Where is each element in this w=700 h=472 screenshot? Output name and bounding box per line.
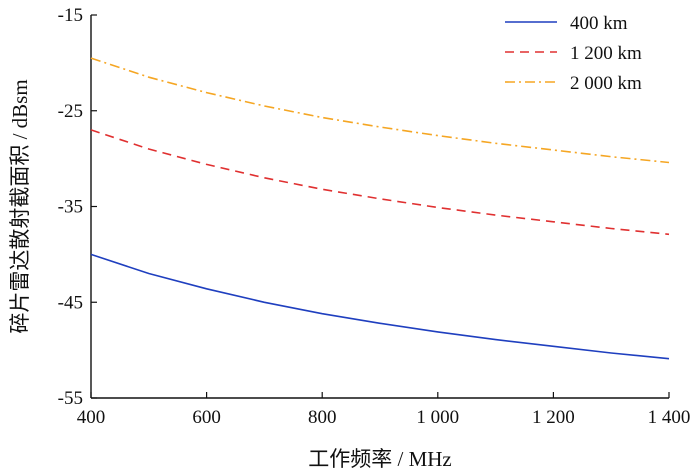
- y-ticks: -15 -25 -35 -45 -55: [58, 5, 97, 409]
- y-tick-label: -25: [58, 101, 83, 122]
- y-tick-label: -55: [58, 388, 83, 409]
- series-line-3: [90, 57, 670, 164]
- legend-label-2: 1 200 km: [570, 43, 642, 64]
- x-tick-label: 600: [192, 407, 221, 428]
- y-tick-label: -45: [58, 292, 83, 313]
- y-tick-label: -35: [58, 197, 83, 218]
- legend: 400 km 1 200 km 2 000 km: [505, 13, 642, 94]
- x-tick-label: 1 000: [416, 407, 459, 428]
- x-ticks: 400 600 800 1 000 1 200 1 400: [77, 392, 691, 428]
- x-tick-label: 400: [77, 407, 106, 428]
- x-tick-label: 1 200: [532, 407, 575, 428]
- x-axis-title: 工作频率 / MHz: [308, 447, 452, 471]
- x-tick-label: 1 400: [648, 407, 691, 428]
- legend-label-1: 400 km: [570, 13, 628, 34]
- y-tick-label: -15: [58, 5, 83, 26]
- x-tick-label: 800: [308, 407, 337, 428]
- series-group: [90, 57, 670, 360]
- y-axis-title: 碎片雷达散射截面积 / dBsm: [8, 79, 32, 333]
- series-line-1: [90, 253, 670, 360]
- legend-label-3: 2 000 km: [570, 73, 642, 94]
- series-line-2: [90, 129, 670, 236]
